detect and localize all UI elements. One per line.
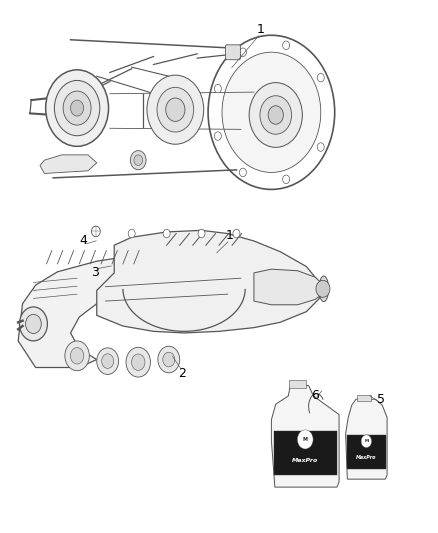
Circle shape [283,41,290,50]
Text: 1: 1 [257,23,265,36]
Circle shape [317,74,324,82]
Polygon shape [18,241,228,368]
Circle shape [19,307,47,341]
Circle shape [102,354,114,368]
Circle shape [166,98,185,122]
Polygon shape [40,155,97,173]
Circle shape [157,87,194,132]
Circle shape [71,100,84,116]
Circle shape [65,341,89,370]
Circle shape [249,83,302,147]
Text: MaxPro: MaxPro [292,458,318,463]
Circle shape [297,430,313,449]
Circle shape [46,70,109,147]
Circle shape [163,229,170,238]
Circle shape [63,91,91,125]
Polygon shape [97,230,319,333]
Circle shape [317,143,324,151]
Text: 4: 4 [80,235,88,247]
Circle shape [283,175,290,183]
Circle shape [131,354,145,370]
Polygon shape [272,385,339,487]
Bar [289,381,306,387]
FancyBboxPatch shape [226,45,240,60]
Text: 2: 2 [178,367,186,381]
Circle shape [222,52,321,173]
Bar [357,395,371,401]
Polygon shape [254,269,324,305]
Text: 3: 3 [91,266,99,279]
Circle shape [71,348,84,364]
Ellipse shape [319,276,328,302]
Circle shape [198,229,205,238]
Circle shape [147,75,204,144]
Circle shape [361,435,371,448]
Text: MaxPro: MaxPro [356,455,377,460]
Text: 1: 1 [226,229,234,242]
Circle shape [260,96,292,134]
Text: M: M [364,439,368,443]
FancyBboxPatch shape [274,431,337,475]
Circle shape [97,348,119,374]
Circle shape [316,280,330,297]
Circle shape [233,229,240,238]
Circle shape [240,168,247,176]
Polygon shape [346,399,387,479]
Text: 5: 5 [377,393,385,406]
Circle shape [54,80,100,136]
Text: M: M [303,437,308,442]
FancyBboxPatch shape [347,434,386,469]
Circle shape [240,48,247,56]
Circle shape [214,84,221,93]
Text: 6: 6 [311,389,319,402]
Circle shape [268,106,283,124]
Circle shape [214,132,221,140]
Circle shape [25,314,41,334]
Circle shape [134,155,143,165]
Circle shape [158,346,180,373]
Circle shape [128,229,135,238]
Circle shape [131,151,146,169]
Circle shape [163,352,175,367]
Circle shape [126,348,150,377]
